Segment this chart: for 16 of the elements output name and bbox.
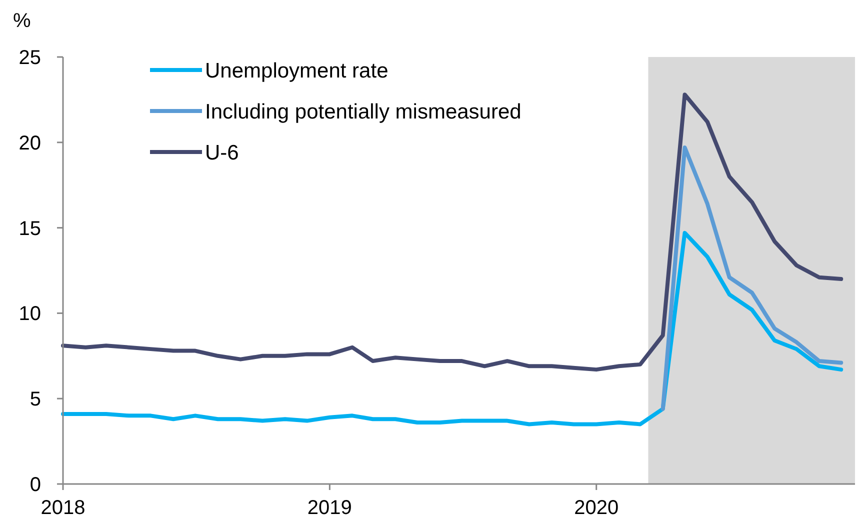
line-series bbox=[61, 92, 844, 372]
x-tick-label: 2018 bbox=[40, 497, 86, 519]
y-tick-label: 0 bbox=[30, 474, 41, 496]
y-tick-label: 15 bbox=[18, 218, 41, 240]
x-tick-label: 2020 bbox=[574, 497, 619, 519]
line-series bbox=[660, 146, 844, 411]
legend-label: Including potentially mismeasured bbox=[205, 100, 522, 124]
line-series bbox=[61, 230, 844, 426]
y-tick-label: 20 bbox=[18, 132, 41, 154]
x-tick-label: 2019 bbox=[307, 497, 352, 519]
y-tick-label: 10 bbox=[18, 303, 41, 326]
y-tick-label: 5 bbox=[30, 388, 41, 411]
y-tick-label: 25 bbox=[18, 47, 41, 69]
legend-label: Unemployment rate bbox=[205, 59, 388, 82]
legend-label: U-6 bbox=[205, 141, 239, 164]
y-axis-title: % bbox=[13, 10, 31, 32]
